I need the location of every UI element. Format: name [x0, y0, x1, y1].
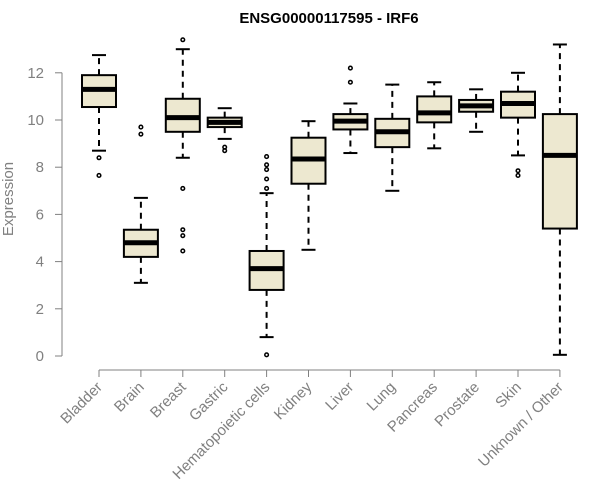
outlier-point	[264, 162, 270, 168]
y-axis-title: Expression	[0, 162, 17, 236]
box-iqr	[541, 113, 578, 230]
y-tick-label: 8	[36, 159, 44, 176]
box-kidney	[290, 120, 327, 251]
boxes-layer	[81, 37, 578, 358]
x-tick-label: Bladder	[57, 379, 106, 428]
box-pancreas	[416, 81, 453, 150]
outlier-point	[138, 131, 144, 137]
x-tick-label: Breast	[147, 378, 190, 421]
outlier-point	[264, 167, 270, 173]
outlier-point	[515, 168, 521, 174]
x-tick-label: Lung	[364, 379, 400, 415]
y-tick-label: 6	[36, 206, 44, 223]
outlier-point	[180, 37, 186, 43]
y-tick-label: 4	[36, 254, 44, 271]
box-unknown-other	[541, 43, 578, 356]
y-tick-label: 0	[36, 348, 44, 365]
outlier-point	[180, 185, 186, 191]
box-hematopoietic-cells	[248, 154, 285, 358]
outlier-point	[180, 227, 186, 233]
outlier-point	[347, 65, 353, 71]
outlier-point	[264, 185, 270, 191]
box-skin	[500, 71, 536, 179]
outlier-point	[515, 172, 521, 179]
y-tick-label: 12	[27, 65, 44, 82]
box-iqr	[416, 95, 453, 124]
x-tick-label: Prostate	[431, 379, 483, 431]
outlier-point	[222, 148, 228, 154]
box-breast	[164, 37, 201, 254]
outlier-point	[138, 124, 144, 130]
y-tick-label: 10	[27, 112, 44, 129]
outlier-point	[96, 155, 102, 161]
x-tick-label: Brain	[111, 379, 148, 416]
outlier-point	[264, 154, 270, 160]
x-tick-label: Skin	[492, 379, 525, 412]
x-tick-label: Kidney	[271, 378, 316, 423]
outlier-point	[180, 233, 186, 239]
box-prostate	[458, 88, 495, 133]
y-tick-label: 2	[36, 301, 44, 318]
box-bladder	[81, 54, 117, 179]
outlier-point	[96, 172, 102, 179]
x-tick-label: Liver	[322, 379, 357, 414]
chart-title: ENSG00000117595 - IRF6	[239, 10, 418, 27]
box-liver	[332, 65, 369, 155]
box-gastric	[206, 107, 243, 154]
outlier-point	[347, 79, 353, 85]
box-brain	[122, 124, 159, 284]
box-lung	[374, 83, 411, 192]
outlier-point	[264, 352, 270, 358]
outlier-point	[264, 176, 270, 182]
y-axis: 0 2 4 6 8 10 12	[27, 65, 63, 365]
outlier-point	[180, 248, 186, 254]
